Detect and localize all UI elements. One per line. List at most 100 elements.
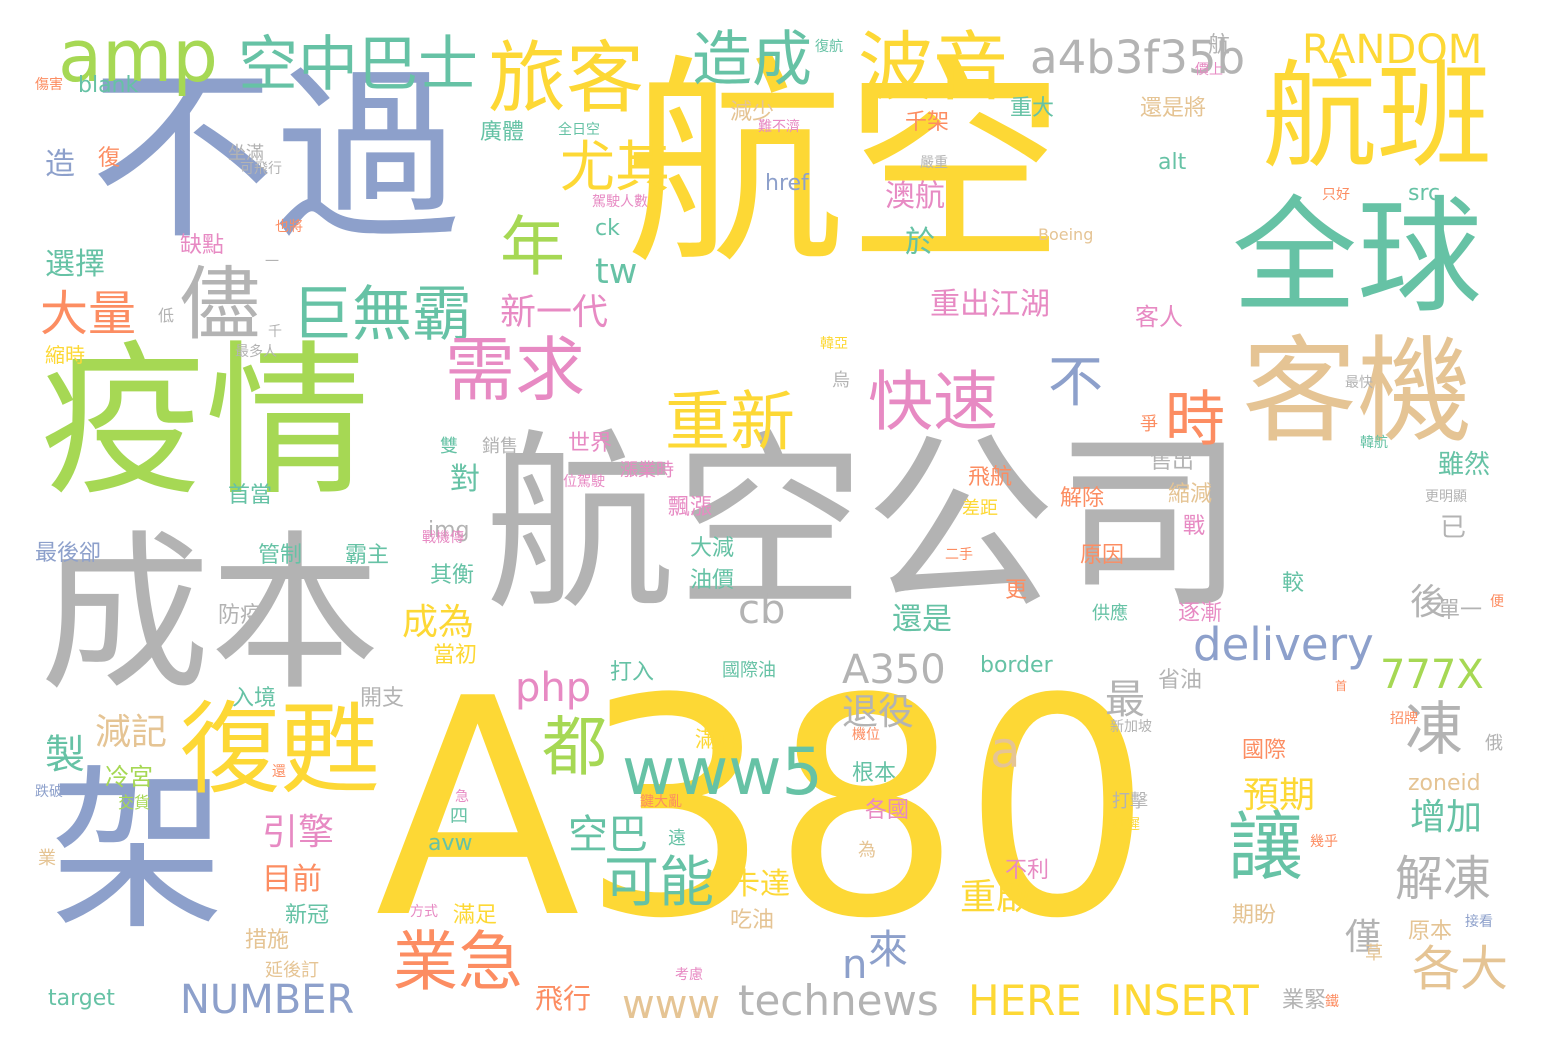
word-zaidaluan: 鍵大亂: [640, 794, 682, 810]
word-kuaisu: 快速: [868, 365, 999, 440]
word-huan: 還: [272, 764, 286, 780]
word-jianshao: 減少: [730, 100, 775, 125]
word-kaolv: 考慮: [675, 967, 703, 983]
word-tuiyi: 退役: [842, 692, 915, 733]
word-gengmingxian: 更明顯: [1425, 489, 1467, 505]
word-hangkong: 航空: [625, 37, 1066, 293]
word-jiehuo: 接看: [1465, 914, 1493, 930]
word-zhaopai: 招牌: [1390, 711, 1418, 727]
word-xuqiu: 需求: [445, 329, 585, 411]
word-quanqiu: 全球: [1232, 185, 1482, 330]
word-kaizhi: 開支: [360, 686, 405, 711]
word-blank: blank: [78, 73, 139, 98]
word-youjia: 油價: [690, 568, 735, 593]
word-yuan: 遠: [668, 828, 686, 849]
word-guanghai: 廣體: [480, 120, 525, 145]
word-weijiashi: 位駕駛: [563, 474, 605, 490]
word-target: target: [48, 986, 115, 1011]
word-chaju: 差距: [962, 498, 998, 519]
word-guoji: 國際: [1242, 738, 1287, 763]
word-jin2: 僅: [1345, 917, 1382, 958]
word-a350: A350: [842, 647, 946, 693]
word-xiaoshou: 銷售: [482, 436, 518, 457]
word-rujing: 入境: [232, 686, 277, 711]
word-jianji: 減記: [95, 712, 168, 753]
word-zhonghao: 嚴重: [920, 155, 948, 171]
word-yu: 於: [905, 225, 935, 260]
word-zheng: 爭: [1140, 414, 1158, 435]
word-gedai: 各大: [1412, 941, 1509, 997]
word-yi: 已: [1440, 513, 1467, 543]
word-hanya: 韓亞: [820, 336, 848, 352]
word-zuiduoren: 最多人: [235, 344, 277, 360]
word-zhangyeshi: 漲業時: [620, 460, 674, 481]
word-keren: 客人: [1135, 303, 1183, 331]
word-x777: 777X: [1380, 652, 1484, 698]
word-dajian: 大減: [690, 536, 735, 561]
word-kongba: 空巴: [568, 812, 648, 858]
word-wu: 烏: [832, 370, 850, 391]
word-chengben: 成本: [40, 516, 381, 714]
word-bu: 不: [1048, 350, 1104, 414]
word-piaozhang: 飄漲: [668, 495, 713, 520]
word-zaocheng: 造成: [692, 25, 812, 95]
word-chiyou: 吃油: [730, 908, 775, 933]
word-daru: 打入: [610, 660, 655, 685]
word-amp: amp: [58, 14, 218, 98]
word-queidian: 缺點: [180, 233, 225, 258]
word-kongzhong-bashi: 空中巴士: [238, 30, 478, 100]
word-lenggong: 冷宮: [105, 763, 153, 791]
word-shanghai: 傷害: [35, 77, 63, 93]
word-fuhang: 復航: [815, 39, 843, 55]
word-youqi: 尤其: [560, 135, 671, 199]
word-gongying: 供應: [1092, 603, 1128, 624]
word-a: a: [990, 721, 1021, 779]
word-bian: 便: [1490, 594, 1504, 610]
word-dong: 凍: [1405, 695, 1464, 763]
word-boyin: 波音: [858, 23, 1009, 111]
word-zui: 最: [1105, 677, 1145, 723]
word-avw: avw: [428, 831, 473, 856]
word-fusu: 復甦: [180, 691, 380, 808]
word-dui: 對: [450, 462, 480, 497]
word-moqu: 跌破: [35, 784, 63, 800]
word-shoudang: 首當: [228, 483, 273, 508]
word-technews: technews: [738, 976, 939, 1025]
word-aohang: 澳航: [885, 179, 945, 214]
word-yeji: 業急: [393, 925, 524, 1000]
word-cuoshi: 措施: [245, 928, 290, 953]
word-mubiao: 目前: [262, 862, 322, 897]
word-yuanyin: 原因: [1080, 543, 1125, 568]
word-feixing: 飛行: [535, 982, 592, 1015]
word-zhihao: 只好: [1322, 187, 1350, 203]
word-shouchu: 售出: [1150, 449, 1195, 474]
word-qian: 千: [268, 324, 282, 340]
word-yejin: 業緊: [1282, 988, 1327, 1013]
word-bazhu: 霸主: [345, 543, 390, 568]
word-jiashiren: 駕駛人數: [592, 194, 648, 210]
word-dou: 都: [542, 710, 608, 785]
word-kadai: 卡達: [730, 867, 790, 902]
word-chongchu: 重出江湖: [930, 287, 1050, 322]
word-genben: 根本: [852, 761, 897, 786]
word-zhujian: 逐漸: [1178, 601, 1223, 626]
word-zuikuai: 最快: [1345, 375, 1373, 391]
word-shuang: 雙: [440, 436, 458, 457]
word-src: src: [1408, 181, 1441, 206]
word-guanzhi: 管制: [258, 543, 303, 568]
word-geguo: 各國: [865, 798, 910, 823]
word-yinqing: 引擎: [262, 812, 335, 853]
word-hanhang: 韓航: [1360, 435, 1388, 451]
word-buguo: 不過: [90, 49, 460, 265]
word-xinjiapo: 新加坡: [1110, 719, 1152, 735]
word-shangsai: 坐滿: [228, 143, 264, 164]
word-quanrikong: 全日空: [558, 122, 600, 138]
word-ye: 業: [38, 848, 56, 869]
word-jiqi: 幾乎: [1310, 834, 1338, 850]
word-di: 低: [158, 306, 175, 325]
word-geng: 更: [1005, 578, 1028, 603]
word-ji: 急: [455, 789, 469, 805]
word-here: HERE: [968, 976, 1082, 1025]
word-keji: 客機: [1242, 325, 1473, 459]
